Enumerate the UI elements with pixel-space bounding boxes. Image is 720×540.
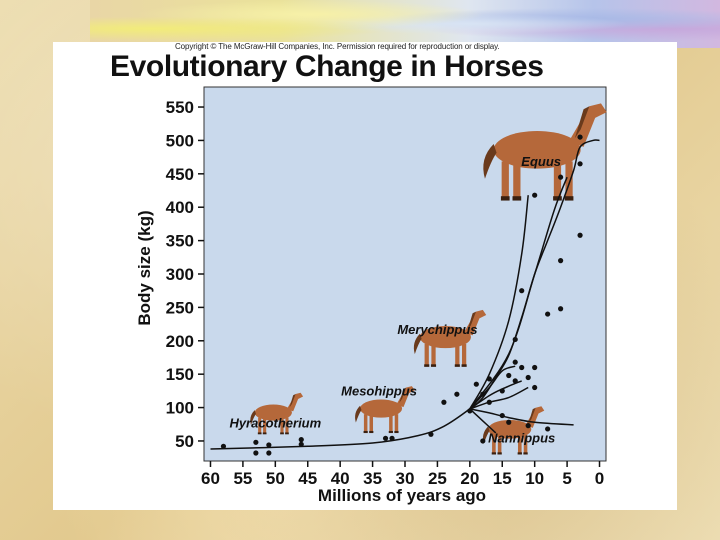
data-point (532, 192, 538, 198)
trend-curve (469, 176, 568, 410)
data-point (480, 391, 486, 397)
data-point (525, 374, 531, 381)
trend-curve (469, 408, 497, 434)
y-tick-label: 200 (166, 332, 194, 351)
data-point (454, 391, 460, 397)
mesohippus-illustration (355, 386, 415, 434)
y-tick-label: 550 (166, 98, 194, 117)
x-tick-label: 20 (460, 469, 479, 488)
x-tick-label: 35 (363, 469, 382, 488)
y-tick-label: 450 (166, 165, 194, 184)
data-point (266, 442, 272, 448)
data-points (220, 134, 583, 456)
data-point (558, 174, 564, 180)
data-point (506, 372, 512, 379)
x-tick-label: 25 (428, 469, 447, 488)
data-point (512, 359, 518, 365)
trend-curve (469, 386, 529, 410)
nannippus-illustration (482, 406, 545, 455)
data-point (486, 376, 492, 382)
data-point (512, 378, 518, 384)
y-axis-title: Body size (kg) (135, 210, 154, 325)
data-point (441, 399, 447, 405)
data-point (577, 161, 583, 167)
genus-label: Merychippus (397, 322, 477, 337)
data-point (558, 258, 564, 264)
y-tick-label: 500 (166, 131, 194, 150)
data-point (499, 388, 505, 394)
data-point (519, 364, 525, 371)
x-axis: 60 55 50 45 40 35 30 25 20 15 10 5 0 (201, 461, 604, 488)
data-point (467, 408, 473, 414)
hyracotherium-illustration (250, 392, 304, 435)
genus-label: Hyracotherium (229, 416, 321, 431)
x-tick-label: 55 (233, 469, 252, 488)
data-point (298, 441, 304, 447)
data-point (428, 431, 434, 437)
x-tick-label: 40 (331, 469, 350, 488)
data-point (532, 384, 538, 391)
genus-label: Nannippus (488, 430, 555, 445)
y-tick-label: 350 (166, 232, 194, 251)
data-point (577, 134, 583, 140)
x-axis-title: Millions of years ago (318, 486, 486, 505)
data-point (253, 450, 259, 456)
y-tick-label: 400 (166, 198, 194, 217)
y-tick-label: 50 (175, 432, 194, 451)
x-tick-label: 60 (201, 469, 220, 488)
x-tick-label: 15 (493, 469, 512, 488)
y-tick-label: 100 (166, 399, 194, 418)
data-point (473, 381, 479, 387)
data-point (512, 336, 518, 343)
data-point (480, 438, 486, 444)
genus-label: Equus (521, 154, 561, 169)
data-point (506, 419, 512, 425)
trend-curve (469, 408, 574, 426)
trend-curve (469, 380, 522, 410)
y-axis: 50 100 150 200 250 300 350 400 450 500 550 (166, 98, 204, 451)
copyright-notice: Copyright © The McGraw-Hill Companies, I… (175, 42, 500, 51)
data-point (519, 288, 525, 294)
x-tick-label: 50 (266, 469, 285, 488)
x-tick-label: 0 (595, 469, 604, 488)
trend-curve (469, 195, 529, 410)
data-point (525, 423, 531, 429)
data-point (298, 437, 304, 443)
data-point (253, 439, 259, 445)
data-point (499, 412, 505, 419)
data-point (220, 443, 227, 449)
data-point (577, 232, 583, 238)
trend-curve (469, 365, 516, 410)
x-tick-label: 5 (562, 469, 571, 488)
x-tick-label: 30 (396, 469, 415, 488)
data-point (389, 435, 395, 441)
y-tick-label: 150 (166, 365, 194, 384)
merychippus-illustration (413, 309, 487, 367)
flower-banner (90, 0, 720, 48)
data-point (545, 426, 551, 432)
x-tick-label: 10 (525, 469, 544, 488)
data-point (558, 306, 564, 312)
page-title: Evolutionary Change in Horses (110, 50, 544, 83)
data-point (266, 450, 272, 456)
data-point (545, 311, 551, 317)
data-point (486, 399, 492, 405)
y-tick-label: 300 (166, 265, 194, 284)
x-tick-label: 45 (298, 469, 317, 488)
data-point (382, 435, 389, 441)
y-tick-label: 250 (166, 298, 194, 317)
data-point (532, 364, 538, 371)
genus-label: Mesohippus (341, 384, 417, 399)
genus-labels: Hyracotherium Mesohippus Merychippus Equus N… (229, 154, 561, 445)
